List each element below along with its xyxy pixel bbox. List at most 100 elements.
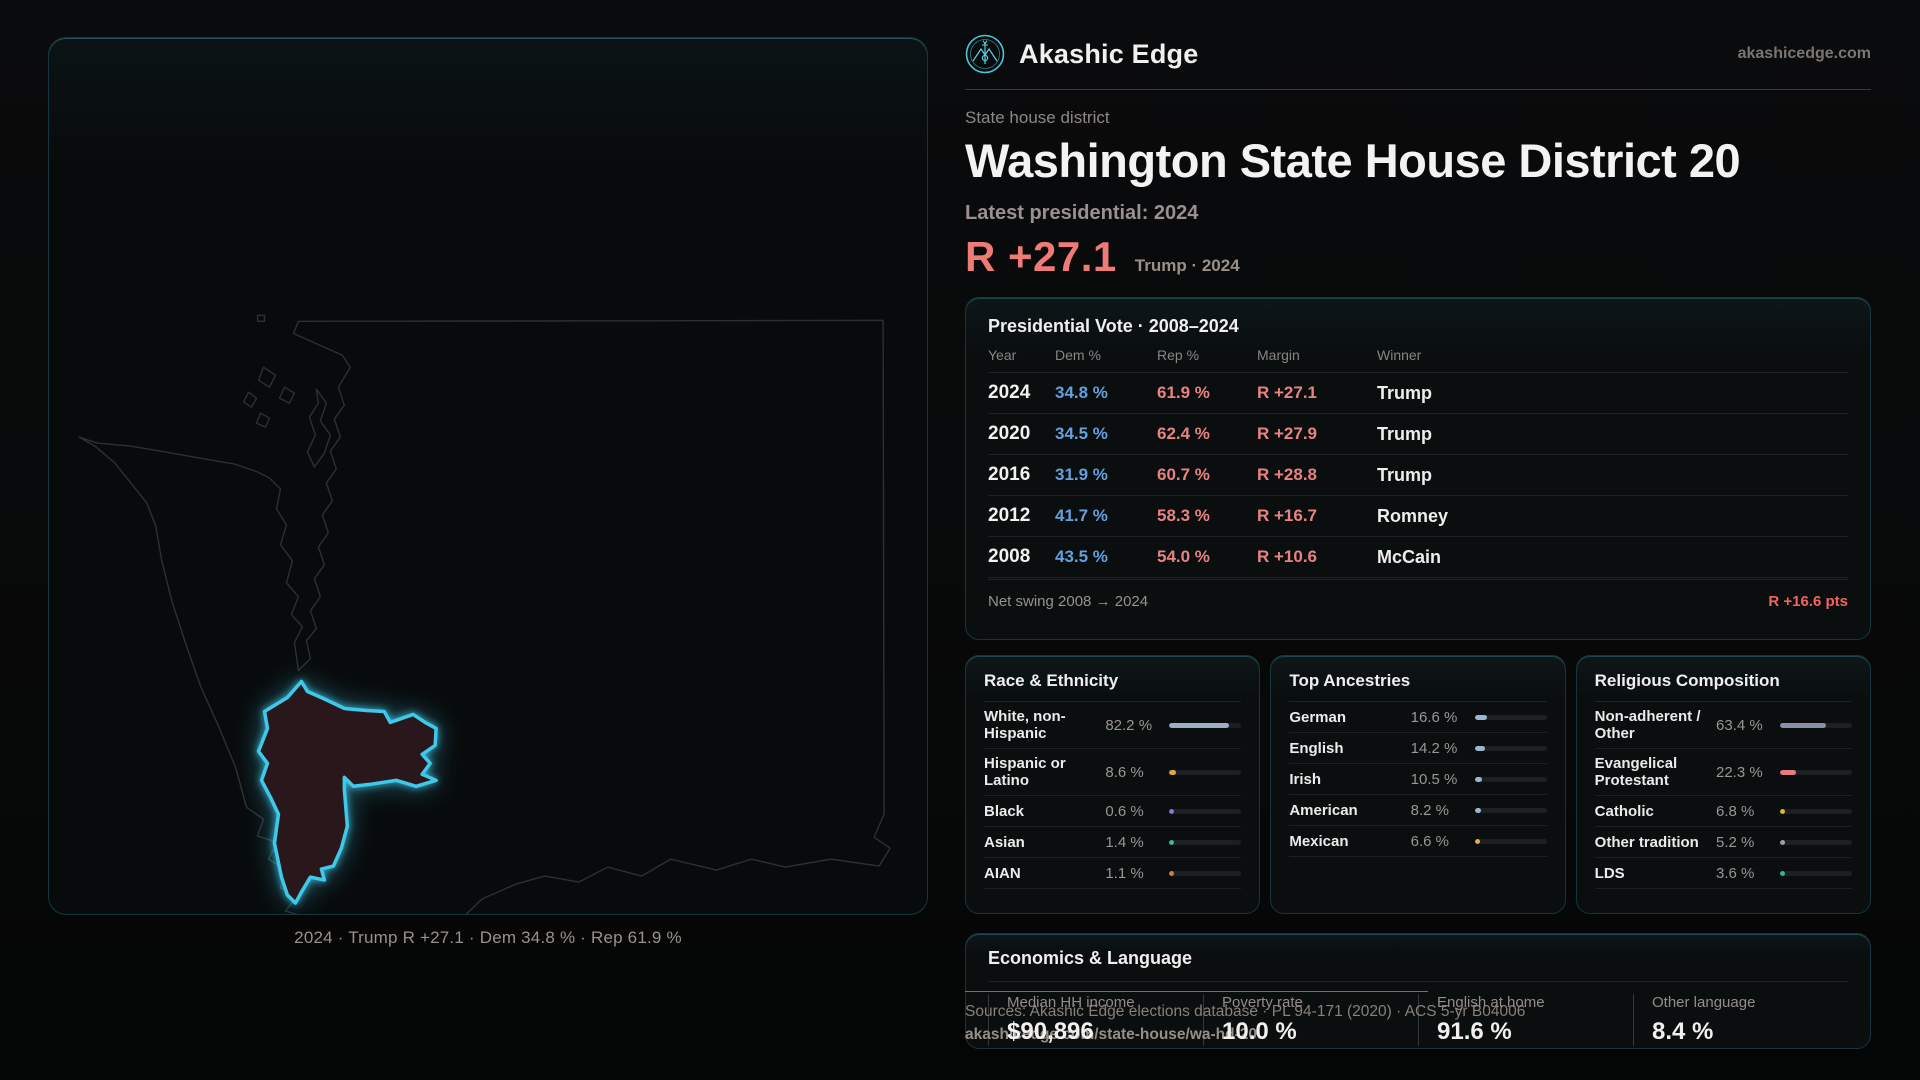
cell-rep: 60.7 % [1157, 465, 1210, 484]
washington-state-map [78, 314, 891, 914]
list-item: White, non-Hispanic 82.2 % [984, 702, 1242, 749]
district-20-shape[interactable] [256, 679, 438, 905]
stat-value: $90,896 [1007, 1018, 1094, 1045]
headline-margin-note: Trump · 2024 [1134, 256, 1240, 275]
latest-presidential-label: Latest presidential: 2024 [965, 202, 1199, 224]
col-rep: Rep % [1157, 347, 1200, 363]
list-item: English 14.2 % [1289, 733, 1547, 764]
list-item: LDS 3.6 % [1594, 858, 1852, 889]
cell-margin: R +10.6 [1257, 547, 1318, 566]
cell-rep: 54.0 % [1157, 547, 1210, 566]
cell-margin: R +28.8 [1257, 465, 1318, 484]
demo-label: LDS [1594, 864, 1625, 882]
list-item: Non-adherent / Other 63.4 % [1594, 702, 1852, 749]
list-item: Irish 10.5 % [1289, 764, 1547, 795]
headline-margin-value: R +27.1 [965, 233, 1117, 280]
bar-track [1474, 714, 1547, 720]
stray-divider [965, 991, 1428, 992]
demographics-row: Race & Ethnicity White, non-Hispanic 82.… [965, 655, 1871, 914]
stat-label: Poverty rate [1222, 994, 1303, 1011]
race-ethnicity-panel: Race & Ethnicity White, non-Hispanic 82.… [965, 655, 1261, 914]
col-dem: Dem % [1055, 347, 1101, 363]
demo-value: 82.2 % [1105, 716, 1153, 734]
stat-label: Other language [1652, 994, 1756, 1011]
cell-dem: 43.5 % [1055, 547, 1108, 566]
table-row: 2020 34.5 % 62.4 % R +27.9 Trump [988, 414, 1848, 455]
panel-divider [1289, 701, 1547, 702]
demo-value: 6.6 % [1410, 832, 1450, 850]
demo-label: German [1289, 708, 1347, 726]
demo-value: 8.6 % [1105, 763, 1144, 781]
demo-value: 1.4 % [1105, 833, 1144, 851]
demo-label: English [1289, 739, 1344, 757]
permalink[interactable]: akashicedge.com/state-house/wa-hd-20 [965, 1026, 1258, 1043]
cell-dem: 41.7 % [1055, 506, 1108, 525]
col-winner: Winner [1377, 347, 1422, 363]
bar-track [1474, 807, 1547, 813]
demo-label: Evangelical Protestant [1594, 755, 1678, 789]
demo-value: 1.1 % [1105, 864, 1144, 882]
demo-value: 14.2 % [1410, 739, 1458, 757]
stat-value: 10.0 % [1222, 1018, 1297, 1045]
net-swing-label: Net swing 2008 → 2024 [988, 593, 1149, 610]
bar-track [1169, 769, 1242, 775]
cell-margin: R +27.1 [1257, 383, 1318, 402]
top-ancestries-panel: Top Ancestries German 16.6 % English 14.… [1270, 655, 1566, 914]
bar-track [1169, 839, 1242, 845]
demo-label: Hispanic or Latino [984, 755, 1066, 789]
headline-margin-row: R +27.1 Trump · 2024 [965, 233, 1871, 281]
list-item: German 16.6 % [1289, 702, 1547, 733]
cell-dem: 31.9 % [1055, 465, 1108, 484]
stat-label: English at home [1437, 994, 1545, 1011]
panel-divider [984, 701, 1242, 702]
stat-median-income: Median HH income $90,896 [988, 994, 1203, 1046]
list-item: Evangelical Protestant 22.3 % [1594, 749, 1852, 796]
cell-margin: R +16.7 [1257, 506, 1318, 525]
bar-fill [1169, 722, 1229, 728]
ancestries-panel-title: Top Ancestries [1289, 671, 1411, 690]
bar-fill [1779, 769, 1797, 775]
stat-label: Median HH income [1007, 994, 1135, 1011]
demo-label: Mexican [1289, 832, 1349, 850]
demo-label: Other tradition [1594, 833, 1699, 851]
religious-composition-panel: Religious Composition Non-adherent / Oth… [1575, 655, 1871, 914]
cell-year: 2008 [988, 546, 1031, 567]
race-panel-title: Race & Ethnicity [984, 671, 1119, 690]
list-item: Hispanic or Latino 8.6 % [984, 749, 1242, 796]
demo-label: White, non-Hispanic [984, 708, 1066, 742]
stat-other-language: Other language 8.4 % [1633, 994, 1848, 1046]
stat-english-at-home: English at home 91.6 % [1418, 994, 1633, 1046]
presidential-panel-title: Presidential Vote · 2008–2024 [988, 316, 1239, 336]
header-divider [965, 89, 1871, 90]
akashic-edge-logo-icon [965, 34, 1005, 74]
cell-year: 2024 [988, 382, 1031, 403]
demo-value: 3.6 % [1715, 864, 1755, 882]
cell-margin: R +27.9 [1257, 424, 1318, 443]
brand-domain-link[interactable]: akashicedge.com [1737, 45, 1871, 62]
islands-path [242, 314, 332, 468]
bar-fill [1474, 745, 1485, 751]
cell-dem: 34.5 % [1055, 424, 1108, 443]
district-map-panel [48, 37, 928, 915]
demo-value: 0.6 % [1105, 802, 1144, 820]
brand-name: Akashic Edge [1019, 38, 1199, 69]
stat-value: 91.6 % [1437, 1018, 1512, 1045]
bar-fill [1474, 776, 1483, 782]
panel-divider [1594, 701, 1852, 702]
economics-panel-title: Economics & Language [988, 948, 1193, 968]
bar-fill [1474, 838, 1480, 844]
table-row: 2008 43.5 % 54.0 % R +10.6 McCain [988, 537, 1848, 578]
stat-value: 8.4 % [1652, 1018, 1714, 1045]
presidential-vote-panel: Presidential Vote · 2008–2024 Year Dem %… [965, 297, 1871, 640]
list-item: American 8.2 % [1289, 795, 1547, 826]
cell-rep: 62.4 % [1157, 424, 1210, 443]
cell-rep: 58.3 % [1157, 506, 1210, 525]
cell-winner: Trump [1377, 464, 1433, 485]
table-header-row: Year Dem % Rep % Margin Winner [988, 337, 1848, 373]
bar-fill [1474, 714, 1487, 720]
bar-track [1779, 839, 1852, 845]
page-title: Washington State House District 20 [965, 134, 1741, 187]
bar-fill [1779, 808, 1785, 814]
bar-fill [1779, 870, 1785, 876]
